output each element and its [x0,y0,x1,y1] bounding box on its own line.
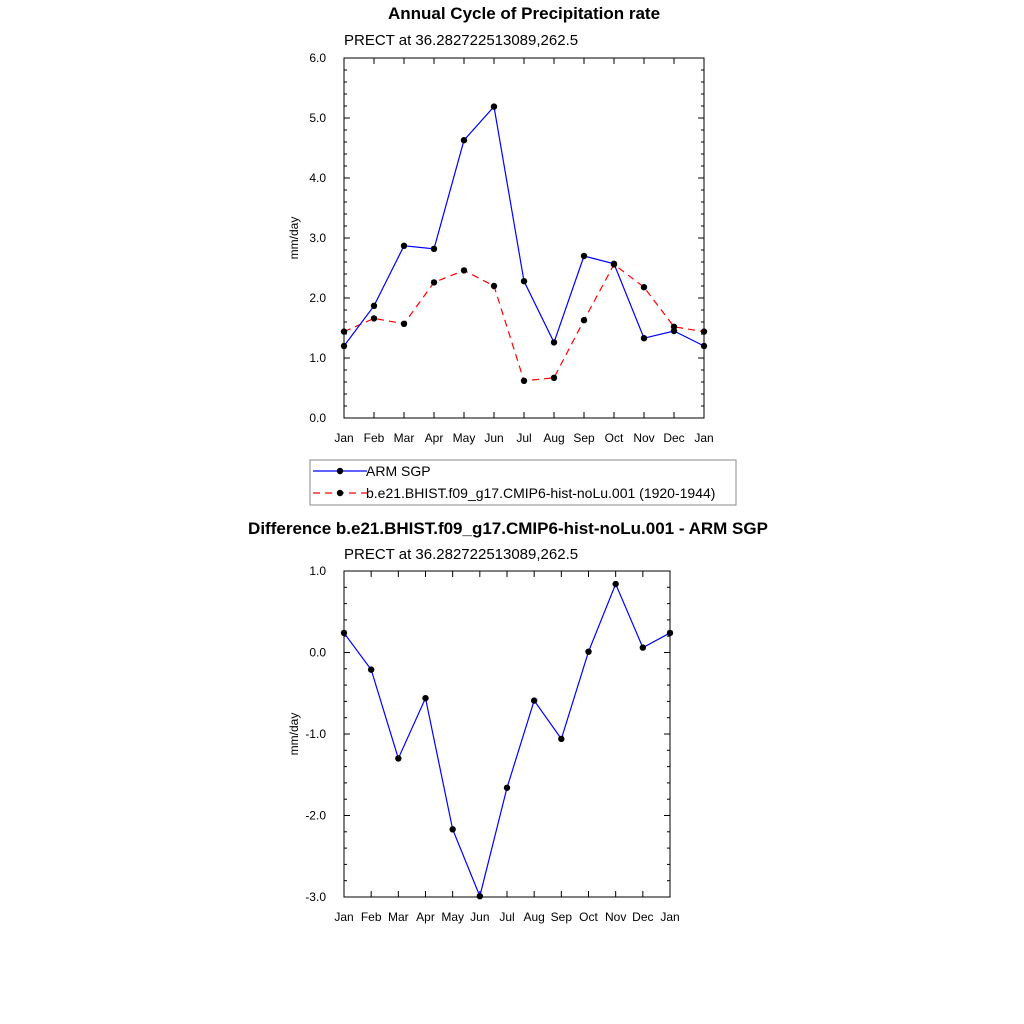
legend-box [309,459,737,506]
chart2-ytick-label: -3.0 [305,890,326,904]
chart2-xtick-label: Jan [334,910,353,924]
chart1-xtick-label: Sep [573,431,595,445]
chart2-series-0-point [476,892,484,900]
legend-marker-model [336,489,344,497]
chart2-xtick-label: Sep [551,910,573,924]
chart1-series-0-point [520,278,528,285]
chart2-series-0-point [395,755,402,762]
chart2-ytick-label: -1.0 [305,727,326,741]
chart1-series-line-0 [343,105,705,347]
chart2-plot-frame [343,570,671,898]
chart1-xtick-label: Jul [516,431,531,445]
chart2-xtick-label: Aug [523,910,544,924]
chart1-series-0-point [580,252,588,260]
chart1-series-1-point [340,328,348,335]
chart1-series-0-point [670,327,678,335]
chart1-plot-frame [343,57,705,419]
chart1-title: Annual Cycle of Precipitation rate [388,4,660,23]
chart1-xtick-label: Oct [605,431,624,445]
legend-label-arm-sgp: ARM SGP [366,463,431,479]
chart1-xtick-label: Jan [694,431,713,445]
chart1-ytick-label: 5.0 [309,111,326,125]
chart2-xtick-label: Oct [579,910,598,924]
chart1-series-1-point [490,282,498,290]
chart2-series-0-point [449,826,456,833]
chart1-series-1-point [550,374,558,381]
chart2-series-0-point [639,644,647,651]
chart1-series-1-point [370,315,378,322]
chart1-series-0-point [640,335,648,342]
difference-chart: Difference b.e21.BHIST.f09_g17.CMIP6-his… [248,519,768,924]
chart1-ytick-label: 0.0 [309,411,326,425]
chart2-series-0-point [612,580,619,588]
chart2-subtitle: PRECT at 36.282722513089,262.5 [344,546,578,563]
chart1-xtick-label: Nov [633,431,654,445]
chart2-xtick-label: Jul [499,910,514,924]
chart2-xtick-label: Dec [632,910,653,924]
annual-cycle-chart: Annual Cycle of Precipitation rate PRECT… [287,4,737,506]
chart2-title: Difference b.e21.BHIST.f09_g17.CMIP6-his… [248,519,768,538]
chart1-legend: ARM SGP b.e21.BHIST.f09_g17.CMIP6-hist-n… [309,459,737,506]
chart1-series-0-point [430,245,438,252]
chart2-series-0-point [585,648,592,655]
chart1-xtick-label: Apr [425,431,444,445]
chart2-xtick-label: Feb [361,910,382,924]
chart1-series-1-point [580,317,588,324]
chart2-ytick-label: -2.0 [305,809,326,823]
chart1-ytick-label: 3.0 [309,231,326,245]
chart1-ytick-label: 4.0 [309,171,326,185]
chart1-subtitle: PRECT at 36.282722513089,262.5 [344,32,578,49]
chart2-series-0-point [367,666,375,673]
chart2-xtick-label: Jun [470,910,489,924]
chart2-series-0-point [340,629,348,637]
chart1-series-0-point [400,242,408,249]
legend-marker-arm-sgp [336,467,344,475]
chart2-series-0-point [422,694,429,702]
chart1-series-0-point [340,342,348,350]
chart1-series-1-point [700,328,708,335]
chart2-series-0-point [558,735,565,743]
chart2-series-0-point [666,629,674,637]
chart1-ytick-label: 1.0 [309,351,326,365]
chart2-series-line-0 [343,582,671,899]
chart1-xtick-label: Aug [543,431,564,445]
legend-label-model: b.e21.BHIST.f09_g17.CMIP6-hist-noLu.001 … [366,485,715,501]
chart2-ytick-label: 0.0 [309,646,326,660]
chart2-xtick-label: Jan [660,910,679,924]
chart1-series-0-point [460,137,468,144]
chart1-series-1-point [460,267,468,274]
chart2-series-0-point [530,697,538,704]
chart1-series-0-point [490,103,498,110]
chart1-series-1-point [520,377,528,384]
chart1-series-0-point [610,260,618,267]
chart1-xtick-label: Feb [364,431,385,445]
chart1-series-1-point [430,279,438,286]
chart1-series-1-point [640,284,648,291]
chart2-xtick-label: Apr [416,910,435,924]
chart2-xtick-label: May [441,910,464,924]
chart1-ytick-label: 2.0 [309,291,326,305]
chart1-series-0-point [700,342,708,350]
chart2-xtick-label: Nov [605,910,626,924]
chart1-ytick-label: 6.0 [309,51,326,65]
chart2-ytick-label: 1.0 [309,564,326,578]
chart2-xtick-label: Mar [388,910,409,924]
chart1-ylabel: mm/day [287,217,301,260]
chart2-ylabel: mm/day [287,713,301,756]
chart1-series-0-point [370,302,378,309]
chart1-series-0-point [550,339,558,346]
chart1-xtick-label: May [453,431,476,445]
chart1-xtick-label: Jan [334,431,353,445]
chart1-xtick-label: Jun [484,431,503,445]
chart1-series-1-point [400,320,408,327]
chart1-xtick-label: Dec [663,431,684,445]
chart1-xtick-label: Mar [394,431,415,445]
chart2-series-0-point [503,784,511,791]
